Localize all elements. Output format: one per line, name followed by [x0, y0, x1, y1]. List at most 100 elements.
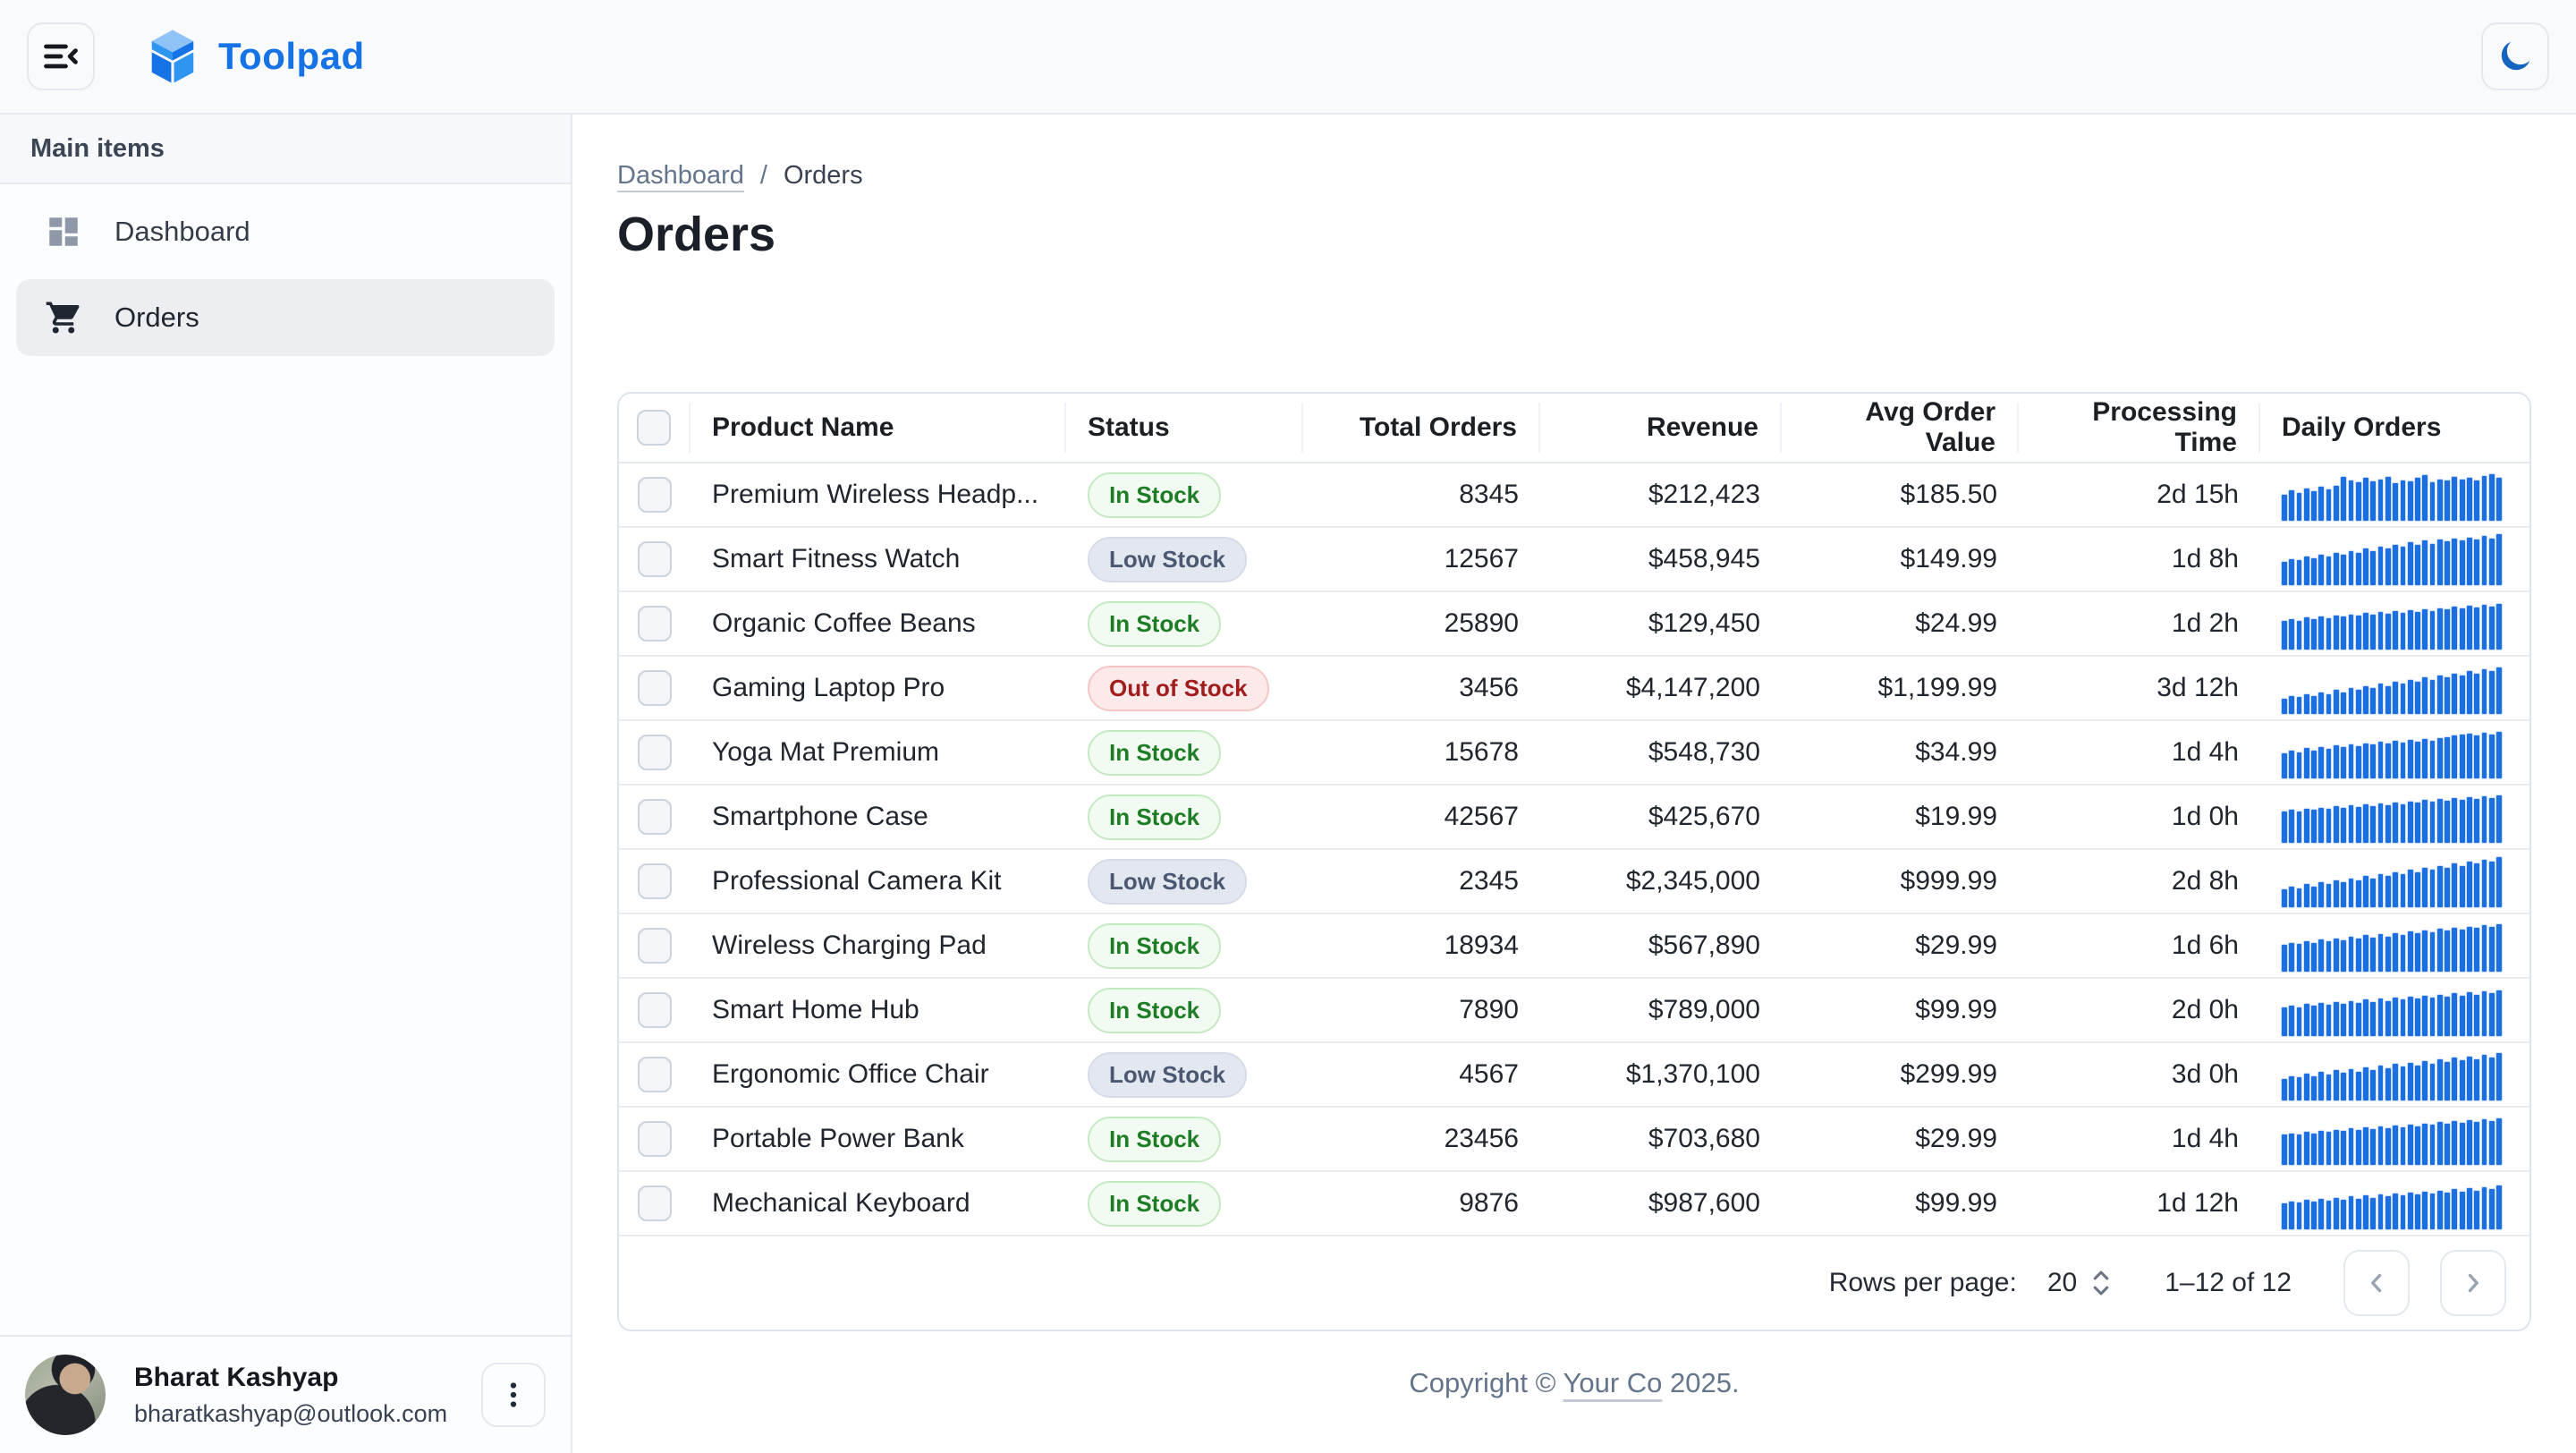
daily-orders-sparkline — [2282, 662, 2502, 714]
sidebar-section-header: Main items — [0, 115, 571, 184]
company-link[interactable]: Your Co — [1563, 1367, 1663, 1398]
breadcrumb-current: Orders — [783, 161, 863, 190]
select-all-checkbox[interactable] — [637, 410, 671, 446]
row-checkbox[interactable] — [638, 1185, 672, 1221]
cell-total-orders: 18934 — [1444, 930, 1519, 960]
cell-product-name: Wireless Charging Pad — [712, 930, 987, 960]
row-checkbox[interactable] — [638, 799, 672, 835]
cell-processing-time: 3d 12h — [2157, 673, 2239, 702]
column-header-daily-orders[interactable]: Daily Orders — [2282, 412, 2442, 442]
row-checkbox[interactable] — [638, 863, 672, 899]
cell-revenue: $548,730 — [1648, 737, 1760, 767]
table-row[interactable]: Professional Camera Kit Low Stock 2345 $2,3… — [619, 850, 2529, 914]
column-header-total-orders[interactable]: Total Orders — [1303, 403, 1540, 453]
table-row[interactable]: Yoga Mat Premium In Stock 15678 $548,730 $34… — [619, 721, 2529, 786]
row-checkbox[interactable] — [638, 477, 672, 513]
daily-orders-sparkline — [2282, 1177, 2502, 1229]
table-row[interactable]: Gaming Laptop Pro Out of Stock 3456 $4,147,… — [619, 657, 2529, 721]
cell-product-name: Premium Wireless Headp... — [712, 480, 1039, 509]
cell-daily-orders — [2260, 657, 2529, 719]
sidebar-item-orders[interactable]: Orders — [16, 279, 555, 356]
user-meta: Bharat Kashyap bharatkashyap@outlook.com — [134, 1363, 481, 1428]
next-page-button[interactable] — [2440, 1250, 2506, 1316]
user-menu-button[interactable] — [481, 1363, 546, 1427]
row-checkbox-cell — [619, 592, 691, 655]
row-checkbox-cell — [619, 721, 691, 784]
row-checkbox[interactable] — [638, 1121, 672, 1157]
cell-product-name: Mechanical Keyboard — [712, 1188, 970, 1218]
cell-daily-orders — [2260, 463, 2529, 526]
sidebar-section-label: Main items — [30, 133, 165, 163]
row-checkbox[interactable] — [638, 928, 672, 964]
sidebar: Main items Dashboard Orders Bharat Kashy… — [0, 115, 572, 1453]
status-badge: In Stock — [1088, 922, 1222, 969]
cell-processing-time: 1d 6h — [2171, 930, 2239, 960]
column-header-status[interactable]: Status — [1066, 403, 1303, 453]
copyright-prefix: Copyright © — [1409, 1367, 1563, 1398]
status-badge: Low Stock — [1088, 1051, 1248, 1098]
cell-processing-time: 1d 12h — [2157, 1188, 2239, 1218]
cell-status: In Stock — [1066, 592, 1303, 655]
column-header-avg-order-value[interactable]: Avg Order Value — [1782, 397, 2019, 457]
footer-copyright: Copyright © Your Co 2025. — [572, 1367, 2576, 1399]
cell-total-orders: 23456 — [1444, 1124, 1519, 1153]
table-row[interactable]: Premium Wireless Headp... In Stock 8345 $21… — [619, 463, 2529, 528]
cell-avg-order-value: $185.50 — [1900, 480, 1997, 509]
table-row[interactable]: Organic Coffee Beans In Stock 25890 $129,45… — [619, 592, 2529, 657]
user-avatar[interactable] — [25, 1355, 106, 1435]
table-row[interactable]: Smart Home Hub In Stock 7890 $789,000 $99.99… — [619, 979, 2529, 1043]
status-badge: In Stock — [1088, 794, 1222, 840]
row-checkbox-cell — [619, 850, 691, 913]
cell-product-name: Ergonomic Office Chair — [712, 1059, 989, 1089]
cell-status: In Stock — [1066, 914, 1303, 977]
row-checkbox-cell — [619, 979, 691, 1041]
collapse-sidebar-button[interactable] — [27, 22, 95, 90]
up-down-arrows-icon — [2093, 1270, 2109, 1296]
sidebar-item-dashboard[interactable]: Dashboard — [16, 193, 555, 270]
row-checkbox[interactable] — [638, 1057, 672, 1092]
cell-daily-orders — [2260, 1108, 2529, 1170]
table-row[interactable]: Smart Fitness Watch Low Stock 12567 $458,94… — [619, 528, 2529, 592]
table-row[interactable]: Wireless Charging Pad In Stock 18934 $567,8… — [619, 914, 2529, 979]
table-row[interactable]: Mechanical Keyboard In Stock 9876 $987,600 $… — [619, 1172, 2529, 1236]
table-row[interactable]: Ergonomic Office Chair Low Stock 4567 $1,37… — [619, 1043, 2529, 1108]
row-checkbox[interactable] — [638, 992, 672, 1028]
previous-page-button[interactable] — [2343, 1250, 2410, 1316]
cell-product-name: Gaming Laptop Pro — [712, 673, 945, 702]
daily-orders-sparkline — [2282, 1113, 2502, 1165]
daily-orders-sparkline — [2282, 726, 2502, 778]
cell-avg-order-value: $29.99 — [1915, 930, 1997, 960]
cell-processing-time: 3d 0h — [2171, 1059, 2239, 1089]
cell-daily-orders — [2260, 592, 2529, 655]
cell-total-orders: 7890 — [1459, 995, 1519, 1024]
row-checkbox[interactable] — [638, 735, 672, 770]
table-row[interactable]: Portable Power Bank In Stock 23456 $703,680… — [619, 1108, 2529, 1172]
row-checkbox[interactable] — [638, 670, 672, 706]
cell-daily-orders — [2260, 786, 2529, 848]
cell-avg-order-value: $1,199.99 — [1877, 673, 1997, 702]
rows-per-page-select[interactable]: 20 — [2047, 1268, 2113, 1298]
cell-avg-order-value: $299.99 — [1900, 1059, 1997, 1089]
rows-per-page-value: 20 — [2046, 1268, 2078, 1297]
cell-total-orders: 4567 — [1459, 1059, 1519, 1089]
cell-processing-time: 2d 8h — [2171, 866, 2239, 896]
column-header-revenue[interactable]: Revenue — [1540, 403, 1782, 453]
row-checkbox[interactable] — [638, 606, 672, 642]
cell-revenue: $789,000 — [1648, 995, 1760, 1024]
breadcrumb-dashboard-link[interactable]: Dashboard — [617, 161, 744, 190]
brand[interactable]: Toolpad — [147, 29, 365, 84]
table-row[interactable]: Smartphone Case In Stock 42567 $425,670 $19.… — [619, 786, 2529, 850]
column-header-processing-time[interactable]: Processing Time — [2019, 397, 2260, 457]
breadcrumb-separator: / — [759, 161, 767, 190]
column-header-product-name[interactable]: Product Name — [691, 403, 1066, 453]
pagination-range: 1–12 of 12 — [2165, 1268, 2292, 1297]
status-badge: In Stock — [1088, 1180, 1222, 1227]
cell-avg-order-value: $19.99 — [1915, 802, 1997, 831]
row-checkbox[interactable] — [638, 541, 672, 577]
copyright-suffix: 2025. — [1662, 1367, 1740, 1398]
cell-processing-time: 1d 4h — [2171, 737, 2239, 767]
cell-revenue: $425,670 — [1648, 802, 1760, 831]
status-badge: In Stock — [1088, 729, 1222, 776]
theme-toggle-button[interactable] — [2481, 22, 2549, 90]
shopping-cart-icon — [46, 302, 80, 334]
